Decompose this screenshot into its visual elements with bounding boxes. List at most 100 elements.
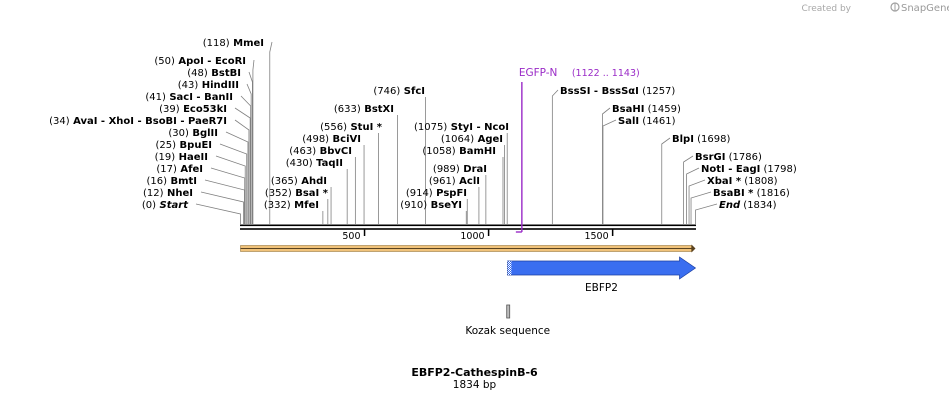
site-label-part: XbaI * — [707, 176, 742, 187]
snapgene-logo-icon — [890, 2, 900, 12]
site-label-part: AgeI — [474, 134, 503, 145]
site-label-part: NotI — [701, 164, 725, 175]
site-label-part: (1459) — [644, 104, 681, 115]
site-label-10[interactable]: (43) HindIII — [178, 80, 239, 91]
site-label-part: (30) — [168, 128, 189, 139]
site-label-2[interactable]: (16) BmtI — [146, 176, 197, 187]
site-label-34[interactable]: BsrGI (1786) — [695, 152, 762, 163]
site-leader-34 — [683, 155, 694, 224]
tick-label-1500: 1500 — [584, 231, 608, 242]
site-label-38[interactable]: End (1834) — [719, 200, 777, 211]
site-label-7[interactable]: (34) AvaI - XhoI - BsoBI - PaeR7I — [49, 116, 227, 127]
site-label-part: (1808) — [741, 176, 778, 187]
site-leader-4 — [215, 155, 246, 224]
site-label-part: - BsoBI — [134, 116, 177, 127]
site-label-part: BseYI — [427, 200, 462, 211]
site-leader-10 — [246, 83, 252, 224]
site-labels: (0) Start(12) NheI(16) BmtI(17) AfeI(19)… — [49, 38, 797, 211]
site-label-part: (498) — [302, 134, 329, 145]
site-label-15[interactable]: (352) BsaI * — [265, 188, 329, 199]
site-label-30[interactable]: BssSI - BssSαI (1257) — [560, 86, 675, 97]
site-label-33[interactable]: BlpI (1698) — [672, 134, 730, 145]
site-label-22[interactable]: (746) SfcI — [373, 86, 425, 97]
feature-ebfp2[interactable]: EBFP2 — [507, 256, 697, 294]
site-label-32[interactable]: SalI (1461) — [618, 116, 676, 127]
site-label-part: BsaHI — [612, 104, 644, 115]
site-label-part: (1064) — [441, 134, 474, 145]
site-label-part: StuI * — [347, 122, 383, 133]
site-label-23[interactable]: (910) BseYI — [400, 200, 462, 211]
site-label-part: DraI — [460, 164, 487, 175]
site-label-part: (914) — [406, 188, 433, 199]
site-label-9[interactable]: (41) SacI - BanII — [145, 92, 233, 103]
site-label-part: AfeI — [177, 164, 203, 175]
site-label-part: NheI — [164, 188, 193, 199]
site-label-part: BciVI — [329, 134, 361, 145]
site-leader-lines — [195, 41, 718, 224]
site-label-8[interactable]: (39) Eco53kI — [159, 104, 227, 115]
site-label-25[interactable]: (961) AclI — [429, 176, 480, 187]
tick-label-500: 500 — [342, 231, 360, 242]
site-label-part: SfcI — [400, 86, 425, 97]
site-label-part: (0) — [142, 200, 156, 211]
primer-range: (1122 .. 1143) — [572, 68, 640, 79]
site-label-part: BsrGI — [695, 152, 725, 163]
site-label-26[interactable]: (989) DraI — [433, 164, 487, 175]
site-label-part: BmtI — [167, 176, 197, 187]
site-label-4[interactable]: (19) HaeII — [155, 152, 208, 163]
features: EBFP2 Kozak sequence — [465, 256, 697, 337]
site-label-part: BlpI — [672, 134, 694, 145]
map-title-block: EBFP2-CathespinB-6 1834 bp — [411, 366, 538, 391]
feature-kozak[interactable]: Kozak sequence — [465, 304, 550, 337]
site-label-part: (1257) — [639, 86, 676, 97]
site-label-28[interactable]: (1064) AgeI — [441, 134, 503, 145]
site-label-16[interactable]: (365) AhdI — [271, 176, 327, 187]
site-label-1[interactable]: (12) NheI — [143, 188, 193, 199]
site-label-part: (910) — [400, 200, 427, 211]
map-title: EBFP2-CathespinB-6 — [411, 366, 538, 379]
site-label-part: (365) — [271, 176, 298, 187]
site-leader-8 — [234, 107, 251, 224]
site-label-14[interactable]: (332) MfeI — [264, 200, 319, 211]
site-label-part: (1075) — [414, 122, 447, 133]
site-label-part: BglII — [189, 128, 218, 139]
site-label-part: - EcoRI — [204, 56, 246, 67]
credit-text: Created by — [801, 4, 851, 14]
site-leader-12 — [252, 59, 255, 224]
primer-egfp-n[interactable]: EGFP-N (1122 .. 1143) — [515, 67, 640, 233]
brand-text: SnapGene — [901, 3, 949, 14]
site-leader-13 — [269, 41, 273, 224]
site-leader-33 — [661, 137, 671, 224]
site-label-37[interactable]: BsaBI * (1816) — [713, 188, 790, 199]
site-label-part: StyI — [447, 122, 473, 133]
site-label-5[interactable]: (25) BpuEI — [156, 140, 212, 151]
site-label-12[interactable]: (50) ApoI - EcoRI — [154, 56, 246, 67]
feature-ebfp2-start-hatch — [507, 261, 512, 275]
site-label-35[interactable]: NotI - EagI (1798) — [701, 164, 797, 175]
site-label-20[interactable]: (556) StuI * — [320, 122, 383, 133]
site-label-17[interactable]: (430) TaqII — [286, 158, 343, 169]
site-label-3[interactable]: (17) AfeI — [156, 164, 203, 175]
site-label-part: ApoI — [175, 56, 204, 67]
site-label-19[interactable]: (498) BciVI — [302, 134, 361, 145]
site-label-21[interactable]: (633) BstXI — [334, 104, 394, 115]
site-label-31[interactable]: BsaHI (1459) — [612, 104, 681, 115]
site-label-36[interactable]: XbaI * (1808) — [707, 176, 778, 187]
site-label-6[interactable]: (30) BglII — [168, 128, 218, 139]
site-label-29[interactable]: (1075) StyI - NcoI — [414, 122, 509, 133]
site-label-part: (41) — [145, 92, 166, 103]
site-label-0[interactable]: (0) Start — [142, 200, 189, 211]
site-label-part: AvaI — [70, 116, 98, 127]
site-label-24[interactable]: (914) PspFI — [406, 188, 467, 199]
site-leader-1 — [200, 191, 244, 224]
site-label-13[interactable]: (118) MmeI — [203, 38, 264, 49]
site-label-18[interactable]: (463) BbvCI — [289, 146, 352, 157]
orf-arrow-head — [691, 244, 696, 253]
site-label-27[interactable]: (1058) BamHI — [422, 146, 496, 157]
site-label-11[interactable]: (48) BstBI — [187, 68, 241, 79]
site-leader-31 — [602, 107, 611, 224]
backbone-top-strand — [240, 224, 696, 227]
site-label-part: AclI — [456, 176, 480, 187]
site-label-part: BamHI — [456, 146, 496, 157]
